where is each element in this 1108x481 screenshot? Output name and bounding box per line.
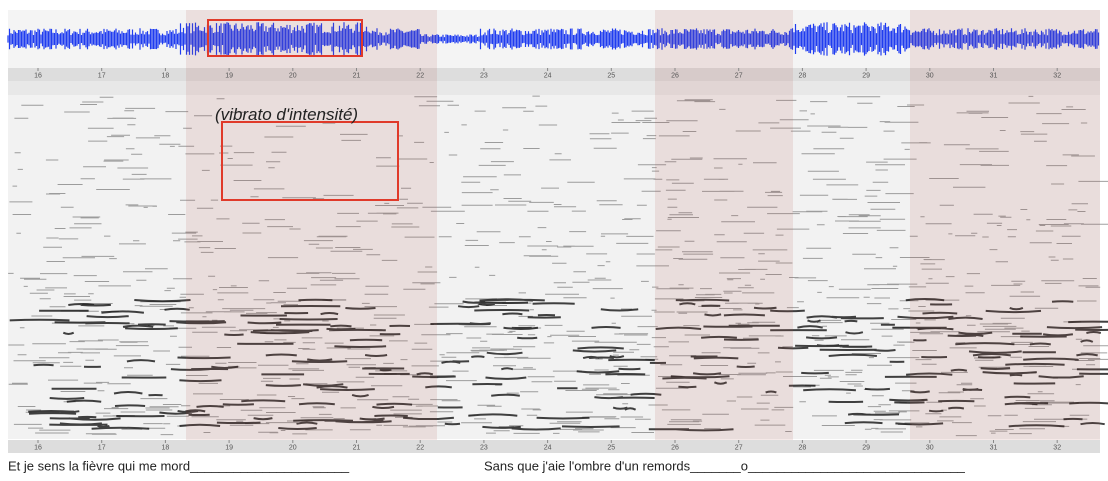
highlight-region xyxy=(655,10,793,440)
ruler-label: 27 xyxy=(735,444,743,451)
ruler-label: 26 xyxy=(671,444,679,451)
ruler-label: 26 xyxy=(671,72,679,79)
ruler-label: 24 xyxy=(544,72,552,79)
ruler-label: 18 xyxy=(162,444,170,451)
ruler-label: 23 xyxy=(480,72,488,79)
spectrogram xyxy=(8,95,1108,437)
spectral-texture xyxy=(8,95,1108,437)
ruler-label: 32 xyxy=(1053,444,1061,451)
ruler-label: 19 xyxy=(225,72,233,79)
ruler-label: 31 xyxy=(990,72,998,79)
ruler-label: 16 xyxy=(34,72,42,79)
ruler-label: 31 xyxy=(990,444,998,451)
ruler-label: 27 xyxy=(735,72,743,79)
ruler-label: 28 xyxy=(799,444,807,451)
ruler-label: 21 xyxy=(353,72,361,79)
highlight-region xyxy=(186,10,437,440)
ruler-label: 29 xyxy=(862,72,870,79)
lyric-line: Et je sens la fièvre qui me mord________… xyxy=(8,458,350,473)
ruler-label: 20 xyxy=(289,72,297,79)
ruler-label: 32 xyxy=(1053,72,1061,79)
lyric-line: Sans que j'aie l'ombre d'un remords_____… xyxy=(484,458,966,473)
ruler-label: 30 xyxy=(926,444,934,451)
ruler-label: 28 xyxy=(799,72,807,79)
highlight-region xyxy=(910,10,1100,440)
ruler-label: 19 xyxy=(225,444,233,451)
ruler-label: 22 xyxy=(416,72,424,79)
ruler-label: 21 xyxy=(353,444,361,451)
highlight-box xyxy=(207,19,363,57)
ruler-label: 17 xyxy=(98,444,106,451)
ruler-label: 30 xyxy=(926,72,934,79)
ruler-label: 20 xyxy=(289,444,297,451)
ruler-label: 23 xyxy=(480,444,488,451)
waveform-trace xyxy=(7,22,1100,56)
ruler-label: 24 xyxy=(544,444,552,451)
ruler-label: 25 xyxy=(607,72,615,79)
annotation: (vibrato d'intensité) xyxy=(215,105,358,124)
ruler-label: 17 xyxy=(98,72,106,79)
partials xyxy=(9,298,1108,432)
waveform xyxy=(7,22,1100,56)
bottom-ruler xyxy=(8,440,1100,453)
ruler-label: 25 xyxy=(607,444,615,451)
ruler-label: 29 xyxy=(862,444,870,451)
highlight-box xyxy=(221,121,399,201)
top-ruler xyxy=(8,68,1100,81)
ruler-gap xyxy=(8,81,1100,95)
ruler-label: 22 xyxy=(416,444,424,451)
ruler-label: 18 xyxy=(162,72,170,79)
ruler-label: 16 xyxy=(34,444,42,451)
